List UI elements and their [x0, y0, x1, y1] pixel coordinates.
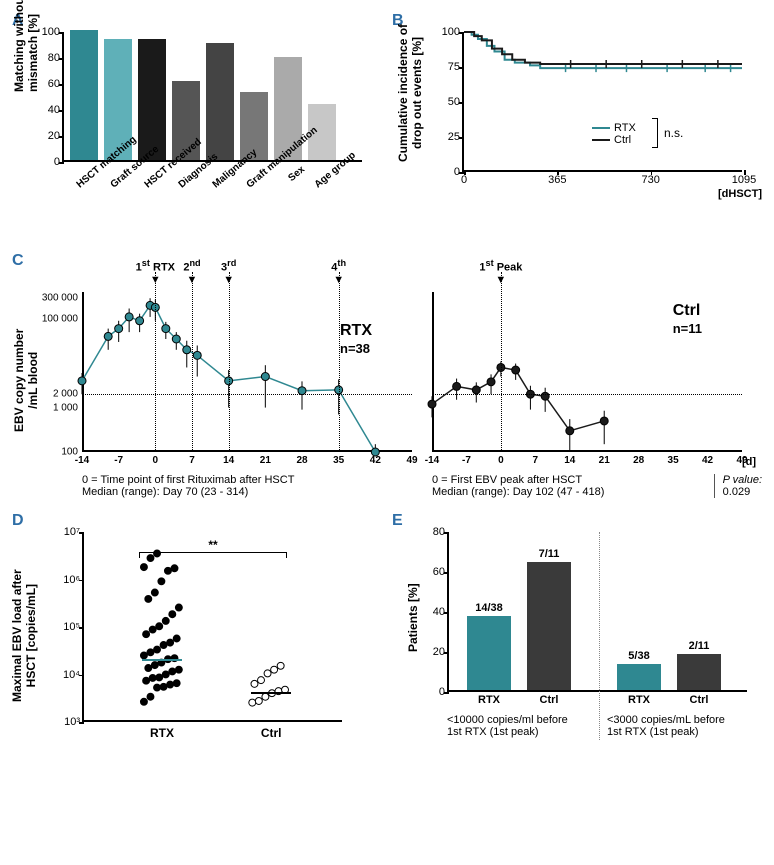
panel-e-bar — [467, 616, 511, 690]
panel-c-xunit: [d] — [742, 456, 756, 468]
panel-e-bar — [677, 654, 721, 690]
panel-e-bar-count: 7/11 — [539, 548, 560, 560]
panel-c-arrow: 1st Peak — [479, 258, 522, 286]
panel-e-bar-count: 14/38 — [475, 602, 503, 614]
panel-b-svg — [464, 32, 742, 171]
panel-a-bar — [138, 39, 166, 160]
panel-b-legend: RTXCtrl — [592, 122, 636, 146]
panel-a-bars — [64, 32, 362, 160]
panel-a-xlabels: HSCT matchingGraft sourceHSCT receivedDi… — [68, 164, 334, 175]
panel-e: E Patients [%] 02040608014/38RTX7/11Ctrl… — [392, 512, 762, 762]
panel-c-ylabel: EBV copy number/mL blood — [12, 329, 40, 432]
panel-a-xlabel: Diagnosis — [177, 164, 206, 190]
panel-a-xlabel: Age group — [313, 164, 342, 190]
panel-c-left-svg — [82, 292, 412, 452]
panel-c-right-chart: Ctrl n=11 -14-7071421283542491st Peak — [432, 292, 742, 452]
panel-b-xunit: [dHSCT] — [718, 188, 762, 200]
panel-e-ylabel: Patients [%] — [406, 583, 420, 652]
panel-c-arrow: 2nd — [183, 258, 200, 286]
panel-e-label: E — [392, 512, 403, 530]
panel-e-cap1: <3000 copies/mL before1st RTX (1st peak) — [607, 714, 725, 738]
panel-d: D Maximal EBV load afterHSCT [copies/mL]… — [12, 512, 382, 762]
panel-e-chart: 02040608014/38RTX7/11Ctrl5/38RTX2/11Ctrl — [447, 532, 747, 692]
panel-a-bar — [70, 30, 98, 160]
panel-c-left-cap1: 0 = Time point of first Rituximab after … — [82, 474, 294, 486]
panel-a-xlabel: HSCT matching — [75, 164, 104, 190]
panel-c-pval-value: 0.029 — [723, 486, 751, 498]
figure-root: A Matching withoutmismatch [%] 020406080… — [12, 12, 762, 762]
panel-c-label: C — [12, 252, 24, 270]
panel-e-bar — [617, 664, 661, 690]
panel-a-xlabel: Graft manipulation — [245, 164, 274, 190]
panel-e-category: Ctrl — [540, 690, 559, 706]
panel-c: C EBV copy number/mL blood RTX n=38 1001… — [12, 252, 762, 512]
panel-c-arrow: 3rd — [221, 258, 236, 286]
panel-c-arrow: 1st RTX — [136, 258, 175, 286]
panel-a-bar — [206, 43, 234, 160]
panel-a-ylabel: Matching withoutmismatch [%] — [12, 0, 40, 92]
panel-c-pval-label: P value: — [723, 474, 762, 486]
panel-a: A Matching withoutmismatch [%] 020406080… — [12, 12, 382, 242]
panel-e-bar-count: 5/38 — [628, 650, 649, 662]
panel-b-legend-item: RTX — [592, 122, 636, 134]
panel-a-xlabel: Graft source — [109, 164, 138, 190]
panel-b: B Cumulative incidence ofdrop out events… — [392, 12, 762, 242]
panel-e-bar-count: 2/11 — [689, 640, 710, 652]
panel-c-right-n: n=11 — [673, 321, 702, 336]
panel-d-svg — [84, 532, 342, 721]
panel-d-category: RTX — [150, 720, 174, 740]
panel-a-chart: 020406080100 — [62, 32, 362, 162]
panel-e-bar — [527, 562, 571, 690]
panel-a-xlabel: Sex — [279, 164, 308, 190]
panel-c-left-title: RTX — [340, 322, 372, 339]
panel-c-left-chart: RTX n=38 1001 0002 000100 000300 000-14-… — [82, 292, 412, 452]
panel-e-cap0: <10000 copies/ml before1st RTX (1st peak… — [447, 714, 568, 738]
panel-d-chart: ** 10³10⁴10⁵10⁶10⁷RTXCtrl — [82, 532, 342, 722]
panel-b-sig: n.s. — [664, 126, 683, 140]
panel-c-right-cap1: 0 = First EBV peak after HSCT — [432, 474, 582, 486]
panel-d-label: D — [12, 512, 24, 530]
panel-c-right-cap2: Median (range): Day 102 (47 - 418) — [432, 486, 604, 498]
panel-b-chart: 025507510003657301095 — [462, 32, 742, 172]
panel-c-left-cap2: Median (range): Day 70 (23 - 314) — [82, 486, 248, 498]
panel-d-category: Ctrl — [261, 720, 282, 740]
panel-d-sig: ** — [208, 538, 217, 552]
panel-c-arrow: 4th — [331, 258, 346, 286]
panel-c-pval: P value: 0.029 — [714, 474, 762, 498]
panel-b-legend-item: Ctrl — [592, 134, 636, 146]
panel-c-right-title: Ctrl — [673, 302, 701, 319]
panel-e-category: RTX — [628, 690, 650, 706]
panel-e-category: Ctrl — [690, 690, 709, 706]
panel-a-xlabel: HSCT received — [143, 164, 172, 190]
panel-b-ylabel: Cumulative incidence ofdrop out events [… — [396, 24, 424, 162]
panel-a-xlabel: Malignancy — [211, 164, 240, 190]
panel-e-category: RTX — [478, 690, 500, 706]
panel-d-ylabel: Maximal EBV load afterHSCT [copies/mL] — [10, 569, 38, 702]
panel-c-left-n: n=38 — [340, 341, 370, 356]
